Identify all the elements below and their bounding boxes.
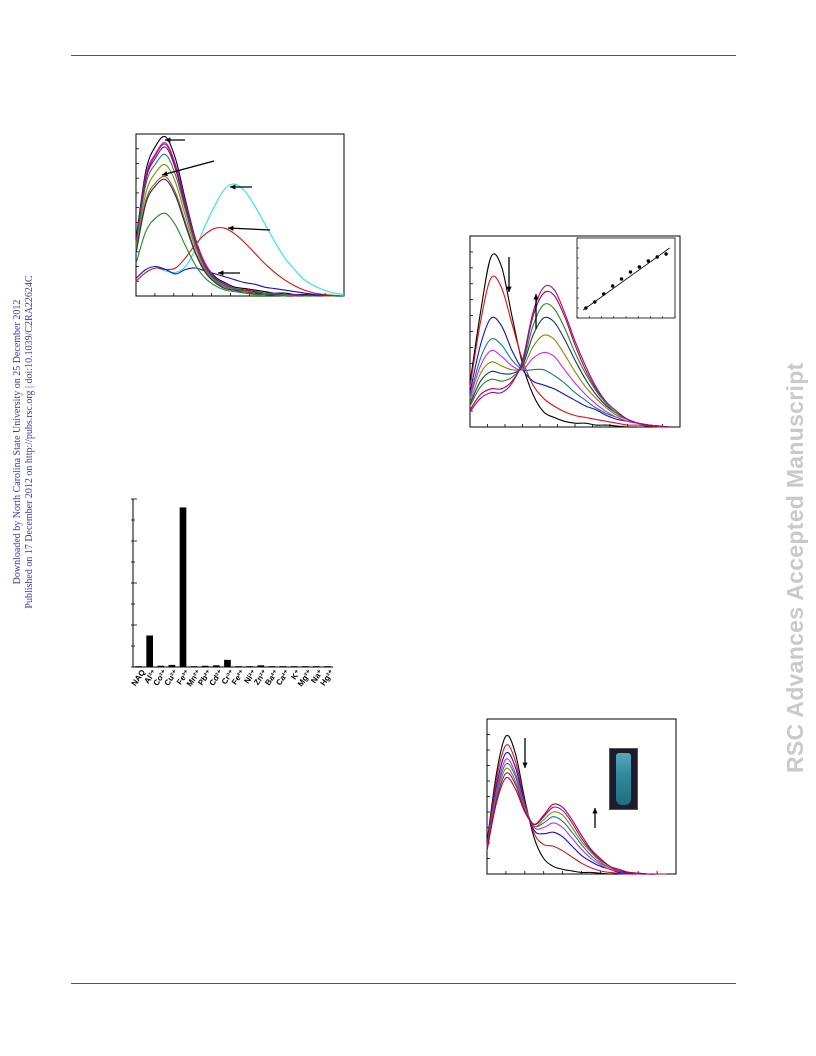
bar-3: [168, 664, 176, 667]
decrease-arrow-head: [506, 286, 512, 292]
overlap-curves-arrow: [161, 160, 215, 176]
overlap-curves-arrow-head: [162, 171, 168, 177]
emission-series-line-blue: [135, 265, 345, 297]
emission-plot-frame: [135, 133, 345, 297]
titration-series-line-red: [469, 275, 670, 428]
inset-data-point: [619, 277, 624, 281]
time-series-line-magenta: [486, 758, 667, 875]
bar-17: [324, 666, 331, 667]
download-notice: Downloaded by North Carolina State Unive…: [12, 262, 36, 622]
bar-0: [135, 666, 142, 667]
titration-series-line-blue: [469, 316, 670, 428]
bar-1: [146, 635, 153, 667]
inset-data-point: [628, 270, 633, 274]
download-line: Downloaded by North Carolina State Unive…: [12, 299, 23, 585]
bar-category-labels: NAQ Al³⁺ Co²⁺ Cu²⁺ Fe³⁺ Mn²⁺ Pb²⁺ Cd²⁺ Cr³⁺ Fe²⁺ N…: [128, 668, 338, 698]
emission-series-line-orange: [135, 175, 344, 297]
blue-curve-arrow-head: [218, 270, 224, 276]
inset-data-point: [593, 300, 597, 304]
emission-spectra-chart: [135, 133, 345, 297]
time-series-line-crimson: [486, 776, 667, 875]
inset-data-point: [602, 292, 606, 296]
titration-series-line-purple: [469, 284, 670, 428]
time-plot-frame: [486, 718, 677, 875]
titration-spectra-chart: [469, 235, 681, 428]
watermark: RSC Advances Accepted Manuscript: [782, 362, 808, 773]
titration-series-line-navy: [469, 316, 670, 428]
inset-frame: [576, 237, 676, 319]
emission-series-line-olive: [135, 163, 344, 297]
bar-10: [246, 666, 253, 667]
bar-13: [279, 666, 287, 667]
emission-series-line-crimson: [135, 146, 344, 297]
increase-arrow-head: [533, 294, 539, 300]
time-series-line-purple: [486, 772, 667, 875]
emission-series-line-green: [135, 212, 344, 297]
black-curve-arrow-head: [165, 137, 171, 143]
emission-series-line-black: [135, 135, 345, 297]
bar-14: [290, 666, 298, 667]
header-rule: [71, 55, 736, 56]
fluorescent-vial-photo: [609, 748, 638, 810]
emission-series-line-cyan: [135, 183, 345, 296]
doi-link[interactable]: Published on 17 December 2012 on http://…: [24, 275, 35, 609]
inset-fit-line: [583, 247, 670, 311]
inset-data-point: [646, 259, 650, 263]
selectivity-bar-chart: [131, 498, 333, 668]
footer-rule: [71, 983, 736, 984]
inset-data-point: [664, 252, 668, 256]
bar-8: [224, 659, 231, 667]
inset-data-point: [637, 265, 642, 269]
time-dependent-spectra-chart: [486, 718, 677, 875]
bar-15: [301, 666, 309, 667]
red-curve-arrow-head: [228, 225, 234, 231]
cyan-curve-arrow-head: [230, 184, 236, 190]
vial-glow: [616, 753, 631, 805]
time-series-line-olive: [486, 767, 667, 875]
bar-5: [190, 666, 198, 667]
emission-series-line-red: [135, 227, 345, 297]
inset-data-point: [610, 284, 615, 288]
time-series-line-teal: [486, 762, 667, 875]
bar-6: [201, 665, 209, 667]
bar-2: [157, 665, 165, 667]
bar-16: [313, 666, 320, 667]
time-decrease-arrow-head: [522, 762, 528, 768]
inset-data-point: [584, 306, 588, 310]
bar-7: [213, 665, 220, 667]
bar-12: [268, 666, 276, 667]
bar-4: [179, 507, 187, 667]
titration-series-line-black: [469, 253, 670, 428]
bar-9: [235, 666, 242, 667]
inset-data-point: [655, 255, 659, 259]
red-curve-arrow: [227, 227, 271, 231]
bar-11: [257, 665, 265, 667]
time-increase-arrow-head: [592, 808, 598, 814]
